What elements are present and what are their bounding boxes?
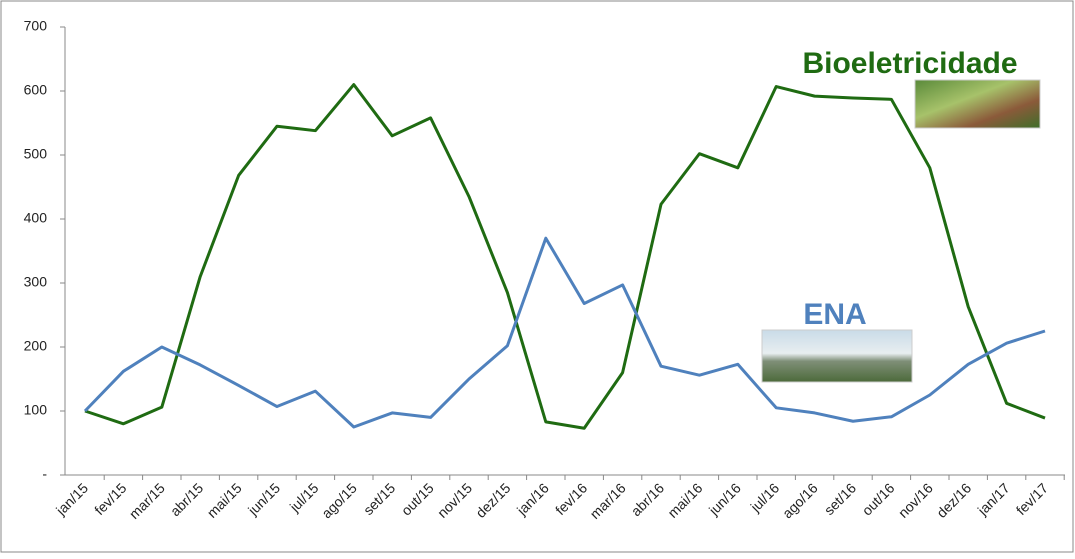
x-tick-label: mar/15	[126, 480, 168, 522]
x-tick-label: fev/16	[552, 480, 590, 518]
y-tick-label: 400	[24, 210, 48, 226]
x-tick-label: jan/16	[513, 480, 552, 519]
series-line	[84, 83, 1046, 430]
x-tick-label: mar/16	[587, 480, 629, 522]
x-tick-label: abr/16	[628, 480, 668, 520]
y-tick-label: 200	[24, 338, 48, 354]
x-tick-label: out/16	[859, 480, 898, 519]
x-tick-label: nov/16	[895, 480, 936, 521]
x-tick-label: out/15	[398, 480, 437, 519]
x-tick-label: mai/15	[204, 480, 245, 521]
y-tick-label: 600	[24, 82, 48, 98]
series-label: Bioeletricidade	[802, 47, 1017, 80]
dam-image	[761, 329, 913, 383]
x-tick-label: fev/15	[91, 480, 129, 518]
x-tick-label: dez/16	[933, 480, 974, 521]
x-tick-label: jun/16	[705, 480, 744, 519]
x-tick-label: ago/16	[779, 480, 821, 522]
y-tick-label: 700	[24, 18, 48, 34]
x-tick-label: jan/17	[974, 480, 1013, 519]
y-tick-label: 100	[24, 402, 48, 418]
y-tick-label: 300	[24, 274, 48, 290]
x-tick-label: set/15	[360, 480, 398, 518]
x-tick-label: abr/15	[167, 480, 207, 520]
x-tick-label: jan/15	[52, 480, 91, 519]
x-tick-label: fev/17	[1013, 480, 1051, 518]
x-tick-label: mai/16	[664, 480, 705, 521]
x-tick-label: jul/15	[286, 480, 322, 516]
x-tick-label: jun/15	[244, 480, 283, 519]
series-label: ENA	[803, 298, 866, 331]
x-tick-label: ago/15	[318, 480, 360, 522]
y-tick-label: 500	[24, 146, 48, 162]
series-line	[83, 236, 1046, 429]
x-tick-label: dez/15	[472, 480, 513, 521]
y-tick-label: -	[42, 466, 47, 482]
x-tick-label: set/16	[821, 480, 859, 518]
x-tick-label: jul/16	[747, 480, 783, 516]
cane-image	[914, 79, 1041, 129]
x-tick-label: nov/15	[434, 480, 475, 521]
